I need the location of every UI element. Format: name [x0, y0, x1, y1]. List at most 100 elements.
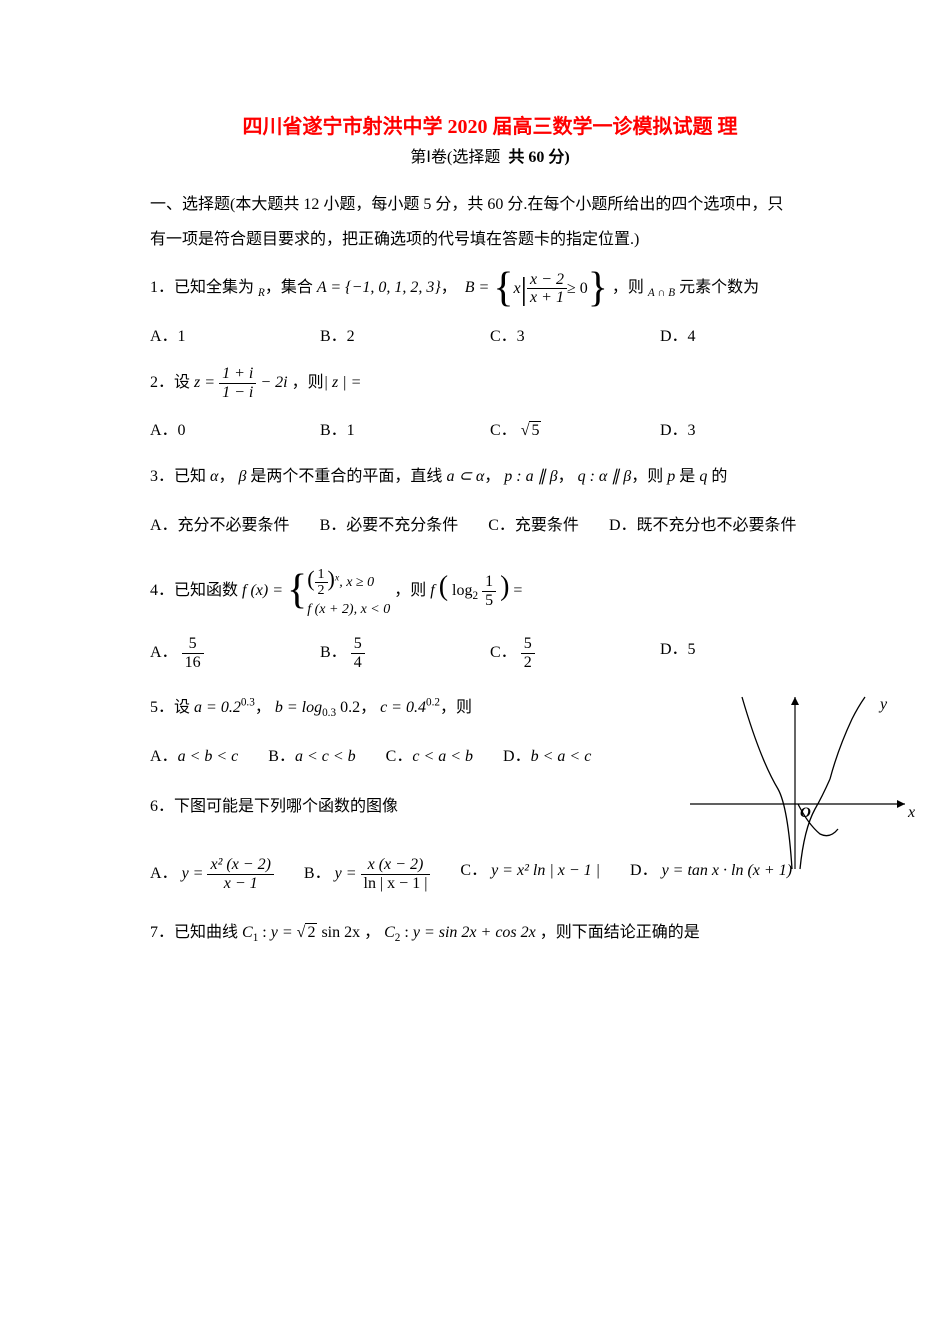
q5-opt-c: C．c < a < b: [386, 742, 473, 766]
q5-c: c = 0.4: [380, 699, 426, 716]
q3-is: 是: [679, 468, 695, 485]
q5-b-pre: B．: [268, 748, 295, 765]
q6-c-pre: C．: [460, 862, 487, 879]
q3-opt-d: D．既不充分也不必要条件: [609, 511, 797, 535]
q1-frac-num: x − 2: [527, 271, 567, 290]
q3-after: 的: [711, 468, 727, 485]
q4-c1-cond: , x ≥ 0: [339, 575, 374, 590]
intro-line-1: 一、选择题(本大题共 12 小题，每小题 5 分，共 60 分.在每个小题所给出…: [150, 196, 783, 213]
q1-opt-a: A．1: [150, 322, 320, 346]
q4-before: 已知函数: [174, 582, 238, 599]
q4-c-num: 5: [521, 635, 535, 654]
question-3: 3．已知 α， β 是两个不重合的平面，直线 a ⊂ α， p : a ∥ β，…: [150, 458, 830, 496]
q5-opt-d: D．b < a < c: [503, 742, 591, 766]
q1-frac-den: x + 1: [527, 289, 567, 307]
q1-opt-c: C．3: [490, 322, 660, 346]
q4-opt-b: B． 54: [320, 635, 490, 671]
page-title: 四川省遂宁市射洪中学 2020 届高三数学一诊模拟试题 理: [150, 110, 830, 139]
q2-frac: 1 + i 1 − i: [219, 365, 256, 401]
q5-opt-a: A．a < b < c: [150, 742, 238, 766]
q1-cond: ≥ 0: [567, 270, 588, 308]
q7-C1-after: sin 2x: [317, 924, 360, 941]
q3-beta: β: [238, 468, 246, 485]
q1-mid3: ，则: [612, 279, 644, 296]
q2-opt-c-sqrt: 5: [529, 421, 541, 439]
q5-a-val: a < b < c: [178, 748, 239, 765]
q3-qv: q: [699, 468, 707, 485]
q3-c1: ，: [218, 468, 234, 485]
q4-options: A． 516 B． 54 C． 52 D．5: [150, 635, 830, 671]
q4-opt-c-prefix: C．: [490, 644, 517, 661]
q7-number: 7．: [150, 924, 174, 941]
q3-mid1: 是两个不重合的平面，直线: [250, 468, 442, 485]
q6-b-pre: B．: [304, 865, 331, 882]
q1-opt-b: B．2: [320, 322, 490, 346]
q1-set: { x | x − 2 x + 1 ≥ 0 }: [493, 270, 608, 308]
q5-cexp: 0.2: [426, 697, 440, 709]
q2-opt-c: C． √5: [490, 416, 660, 440]
question-7: 7．已知曲线 C1 : y = √2 sin 2x ， C2 : y = sin…: [150, 914, 830, 952]
q7-colon1: :: [258, 924, 270, 941]
q2-after-frac: − 2i: [260, 374, 287, 391]
q4-log: log: [452, 582, 472, 599]
q4-c1-den: 2: [315, 583, 328, 598]
q4-opt-a: A． 516: [150, 635, 320, 671]
q6-opt-a: A． y = x² (x − 2)x − 1: [150, 856, 274, 892]
q4-opt-c: C． 52: [490, 635, 660, 671]
q4-c1-num: 1: [315, 567, 328, 583]
q6-b-num: x (x − 2): [361, 856, 431, 875]
q3-p: p : a ∥ β: [504, 468, 557, 485]
q7-before: 已知曲线: [174, 924, 238, 941]
subtitle-right: 共 60 分): [508, 149, 569, 166]
q1-mid1: ，集合: [265, 279, 313, 296]
q4-eq: =: [513, 582, 522, 599]
curve-right: [830, 697, 865, 779]
q5-a-pre: A．: [150, 748, 178, 765]
q1-B-eq-left: B =: [465, 279, 494, 296]
q1-set-var: x: [514, 270, 521, 308]
q4-opt-d: D．5: [660, 635, 830, 671]
q1-number: 1．: [150, 279, 174, 296]
q1-after: 元素个数为: [679, 279, 759, 296]
q3-mid2: ，则: [631, 468, 663, 485]
q6-d-pre: D．: [630, 862, 658, 879]
question-2: 2．设 z = 1 + i 1 − i − 2i ，则| z | =: [150, 364, 830, 402]
q1-AcapB: A ∩ B: [648, 288, 675, 300]
q2-opt-d: D．3: [660, 416, 830, 440]
q4-c-den: 2: [521, 654, 535, 672]
q5-b-val: a < c < b: [295, 748, 356, 765]
q2-opt-c-prefix: C．: [490, 422, 517, 439]
subtitle: 第Ⅰ卷(选择题 共 60 分): [150, 143, 830, 167]
function-graph: x y O: [680, 689, 920, 879]
q6-number: 6．: [150, 798, 174, 815]
q1-A-eq: A = {−1, 0, 1, 2, 3}: [317, 279, 441, 296]
q5-a: a = 0.2: [194, 699, 241, 716]
intro-line-2: 有一项是符合题目要求的，把正确选项的代号填在答题卡的指定位置.): [150, 231, 639, 248]
q4-a-den: 16: [182, 654, 204, 672]
q3-before: 已知: [174, 468, 206, 485]
q3-opt-a: A．充分不必要条件: [150, 511, 290, 535]
q3-pv: p: [667, 468, 675, 485]
q3-q: q : α ∥ β: [578, 468, 632, 485]
curve-mid: [800, 779, 830, 869]
q2-options: A．0 B．1 C． √5 D．3: [150, 416, 830, 440]
x-arrow-icon: [897, 800, 905, 808]
q2-absz: | z | =: [324, 374, 362, 391]
q4-fx: f (x) =: [242, 582, 283, 599]
q1-opt-d: D．4: [660, 322, 830, 346]
q6-a-y: y =: [182, 865, 204, 882]
q4-b-den: 4: [351, 654, 365, 672]
q5-c-pre: C．: [386, 748, 413, 765]
q3-c3: ，: [558, 468, 574, 485]
q7-colon2: :: [400, 924, 412, 941]
q2-before: 设: [174, 374, 190, 391]
q4-a-num: 5: [182, 635, 204, 654]
q4-case2: f (x + 2), x < 0: [307, 599, 390, 621]
q6-a-pre: A．: [150, 865, 178, 882]
q3-ain: a ⊂ α: [446, 468, 484, 485]
q2-frac-num: 1 + i: [219, 365, 256, 384]
q7-C1: C: [242, 924, 253, 941]
q1-R: R: [258, 288, 265, 300]
q4-piecewise: { (12)x, x ≥ 0 f (x + 2), x < 0: [287, 561, 390, 621]
q6-b-y: y =: [335, 865, 357, 882]
